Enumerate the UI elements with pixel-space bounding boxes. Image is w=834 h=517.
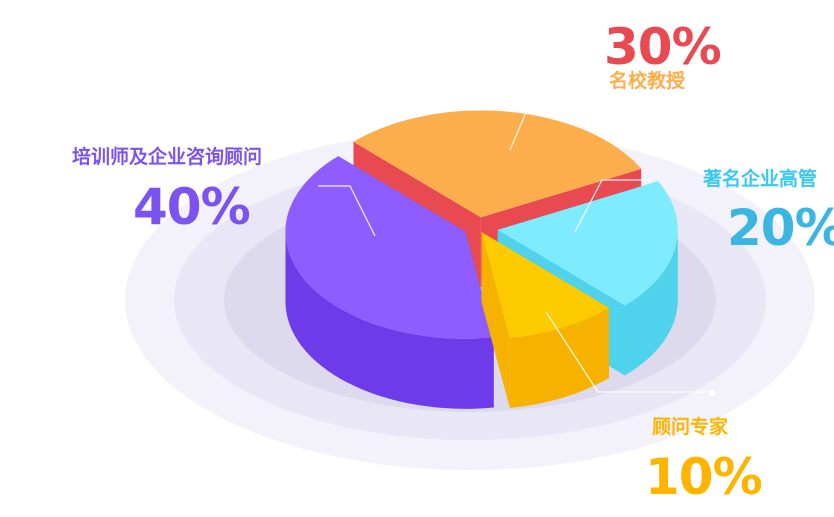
slice-category-label: 培训师及企业咨询顾问: [72, 146, 263, 168]
leader-line: [545, 311, 710, 393]
slice-side: [625, 229, 678, 376]
leader-line: [318, 185, 376, 237]
pie-slice: [285, 156, 494, 409]
slice-category-label: 名校教授: [609, 70, 686, 92]
slice-value-label: 40%: [133, 178, 251, 236]
leader-line: [574, 179, 650, 233]
leader-line: [509, 109, 528, 151]
slice-value-label: 10%: [645, 448, 763, 506]
leader-dot: [707, 388, 717, 398]
slice-top: [481, 232, 609, 338]
slice-side: [285, 231, 494, 409]
leader-lines: [318, 109, 717, 398]
slice-value-label: 30%: [604, 18, 722, 76]
slice-top: [497, 181, 678, 306]
slice-category-label: 顾问专家: [652, 416, 729, 438]
slice-wall: [481, 232, 510, 408]
slice-side: [509, 307, 609, 408]
pie-slices: [285, 110, 678, 409]
pie-slice: [481, 232, 609, 408]
slice-top: [353, 110, 642, 218]
slice-top: [285, 156, 494, 339]
slice-value-label: 20%: [727, 199, 834, 257]
slice-category-label: 著名企业高管: [703, 168, 818, 190]
